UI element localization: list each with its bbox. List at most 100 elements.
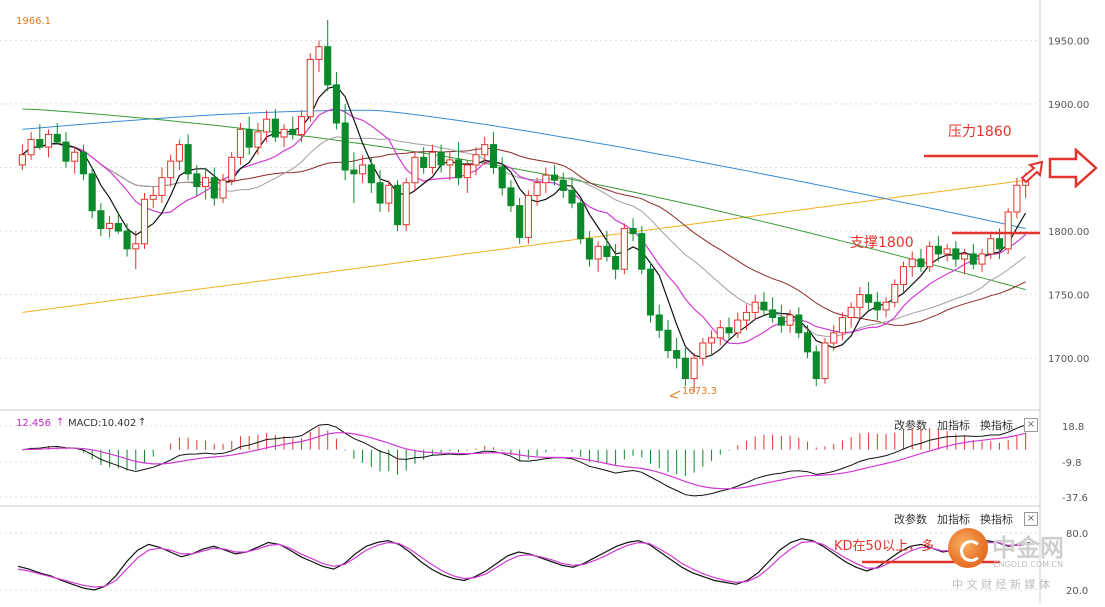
candle-body xyxy=(847,306,855,319)
candle-body xyxy=(690,357,698,380)
candle-body xyxy=(350,169,358,175)
candle-body xyxy=(882,301,890,311)
up-arrow-icon xyxy=(1020,160,1044,184)
candle-body xyxy=(149,194,157,200)
candle-body xyxy=(455,159,463,179)
watermark-url: CNGOLD.COM.CN xyxy=(993,560,1064,569)
y-tick-label: 1750.00 xyxy=(1048,291,1089,302)
candle-body xyxy=(132,243,140,250)
candle-body xyxy=(777,317,785,326)
candle-body xyxy=(978,253,986,265)
kd-y-tick-label: 20.0 xyxy=(1066,586,1088,597)
candle-body xyxy=(795,314,803,334)
candle-body xyxy=(751,301,759,313)
candle-body xyxy=(620,228,628,270)
candle-body xyxy=(289,128,297,135)
candle-body xyxy=(987,238,995,255)
y-tick-label: 1950.00 xyxy=(1048,36,1089,47)
candle-body xyxy=(428,151,436,168)
candle-body xyxy=(27,139,35,156)
kd-annotation: KD在50以上，多 xyxy=(834,539,935,554)
candle-body xyxy=(219,179,227,199)
candle-body xyxy=(481,144,489,156)
candle-body xyxy=(943,248,951,255)
candle-body xyxy=(236,128,245,158)
ma120-line xyxy=(22,109,1026,229)
watermark-name: 中金网 xyxy=(992,534,1064,562)
candle-body xyxy=(926,245,934,268)
macd-edit-params-button[interactable]: 改参数 xyxy=(894,419,927,432)
candle-body xyxy=(577,202,585,240)
candle-body xyxy=(446,159,454,166)
right-arrow-icon xyxy=(1048,147,1098,189)
candle-body xyxy=(228,156,236,181)
candle-body xyxy=(899,266,908,285)
candle-body xyxy=(280,128,288,138)
kd-edit-params-button[interactable]: 改参数 xyxy=(894,513,927,526)
candle-body xyxy=(681,357,689,380)
candle-body xyxy=(306,58,314,118)
candle-body xyxy=(655,314,663,331)
candle-body xyxy=(359,164,367,175)
macd-switch-indicator-button[interactable]: 换指标 xyxy=(980,419,1013,432)
candle-body xyxy=(341,122,349,171)
macd-y-tick-label: -9.8 xyxy=(1062,458,1082,469)
candle-body xyxy=(664,329,672,352)
candle-body xyxy=(524,194,532,238)
candle-body xyxy=(175,144,183,162)
kd-y-tick-label: 80.0 xyxy=(1066,529,1088,540)
candle-body xyxy=(533,182,541,196)
candle-body xyxy=(507,187,515,207)
candle-body xyxy=(516,205,524,238)
candle-body xyxy=(594,245,602,260)
candle-body xyxy=(821,342,829,380)
candle-body xyxy=(62,141,70,162)
candle-body xyxy=(140,198,149,245)
candle-body xyxy=(167,160,175,179)
kd-k-line xyxy=(17,538,1031,591)
candle-body xyxy=(71,151,79,162)
candle-body xyxy=(489,144,498,168)
low-price-label: 1673.3 xyxy=(682,386,717,397)
candle-body xyxy=(36,139,44,148)
candle-body xyxy=(699,342,707,359)
candle-body xyxy=(498,166,506,189)
candle-body xyxy=(952,248,960,260)
candle-body xyxy=(420,156,428,168)
y-tick-label: 1700.00 xyxy=(1048,354,1089,365)
candle-body xyxy=(638,233,646,270)
watermark-tagline: 中 文 财 经 新 媒 体 xyxy=(952,578,1050,591)
candle-body xyxy=(865,294,873,303)
candle-body xyxy=(559,179,567,191)
candle-body xyxy=(1004,211,1012,250)
candle-body xyxy=(995,238,1004,250)
candle-body xyxy=(603,245,611,257)
macd-close-icon[interactable]: × xyxy=(1024,418,1038,432)
candle-body xyxy=(376,182,384,204)
candle-body xyxy=(271,118,279,138)
candle-body xyxy=(908,258,916,268)
candle-body xyxy=(437,151,445,166)
ma5-line xyxy=(22,85,1027,359)
candle-body xyxy=(568,189,576,204)
kd-add-indicator-button[interactable]: 加指标 xyxy=(937,513,970,526)
candle-body xyxy=(612,255,620,270)
macd-add-indicator-button[interactable]: 加指标 xyxy=(937,419,970,432)
candle-body xyxy=(97,210,105,230)
kd-switch-indicator-button[interactable]: 换指标 xyxy=(980,513,1013,526)
kd-close-icon[interactable]: × xyxy=(1024,512,1038,526)
candle-body xyxy=(123,230,131,250)
candle-body xyxy=(708,337,716,344)
macd-dif-line xyxy=(22,423,1026,497)
candle-body xyxy=(463,164,471,179)
y-tick-label: 1800.00 xyxy=(1048,227,1089,238)
ma60-line xyxy=(22,108,1026,291)
candle-body xyxy=(184,144,192,175)
candle-body xyxy=(542,174,550,184)
candle-body xyxy=(769,309,777,319)
candle-body xyxy=(106,222,114,230)
candle-body xyxy=(760,301,768,311)
candle-body xyxy=(856,294,864,308)
